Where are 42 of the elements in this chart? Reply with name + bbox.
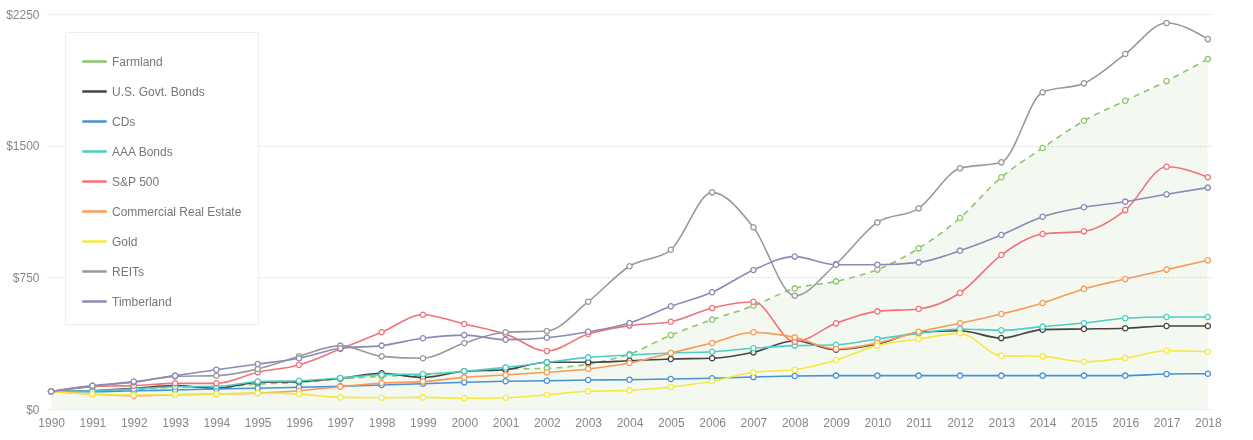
y-tick-label: $1500 — [6, 139, 40, 154]
x-tick-label: 2011 — [906, 415, 933, 430]
legend-label: U.S. Govt. Bonds — [112, 84, 205, 99]
x-tick-label: 1990 — [38, 415, 66, 430]
legend-label: Farmland — [112, 54, 163, 69]
x-tick-label: 2016 — [1112, 415, 1140, 430]
x-tick-label: 2008 — [781, 415, 809, 430]
x-tick-label: 2009 — [823, 415, 851, 430]
x-tick-label: 1998 — [368, 415, 396, 430]
x-tick-label: 1999 — [410, 415, 438, 430]
x-tick-label: 2006 — [699, 415, 727, 430]
x-tick-label: 2013 — [988, 415, 1016, 430]
x-tick-label: 1991 — [79, 415, 107, 430]
x-tick-label: 2012 — [947, 415, 975, 430]
x-tick-label: 2015 — [1071, 415, 1099, 430]
legend-label: Timberland — [112, 294, 172, 309]
x-tick-label: 2003 — [575, 415, 603, 430]
x-tick-label: 2010 — [864, 415, 892, 430]
x-tick-label: 1996 — [286, 415, 314, 430]
x-tick-label: 2007 — [740, 415, 768, 430]
x-tick-label: 2002 — [534, 415, 562, 430]
x-tick-label: 1992 — [120, 415, 148, 430]
x-tick-label: 1994 — [203, 415, 231, 430]
x-tick-label: 2000 — [451, 415, 479, 430]
x-tick-label: 2018 — [1195, 415, 1223, 430]
x-tick-label: 1993 — [162, 415, 190, 430]
x-tick-label: 1995 — [244, 415, 272, 430]
y-tick-label: $750 — [12, 270, 40, 285]
x-tick-label: 2001 — [492, 415, 520, 430]
x-tick-label: 2017 — [1153, 415, 1181, 430]
y-tick-label: $2250 — [6, 7, 40, 22]
legend-label: REITs — [112, 264, 145, 279]
y-tick-label: $0 — [26, 402, 40, 417]
legend-label: CDs — [112, 114, 136, 129]
legend-label: AAA Bonds — [112, 144, 173, 159]
x-tick-label: 1997 — [327, 415, 355, 430]
legend-label: S&P 500 — [112, 174, 160, 189]
legend-label: Gold — [112, 234, 138, 249]
legend-label: Commercial Real Estate — [112, 204, 242, 219]
x-tick-label: 2004 — [616, 415, 644, 430]
x-tick-label: 2014 — [1029, 415, 1057, 430]
x-tick-label: 2005 — [657, 415, 685, 430]
